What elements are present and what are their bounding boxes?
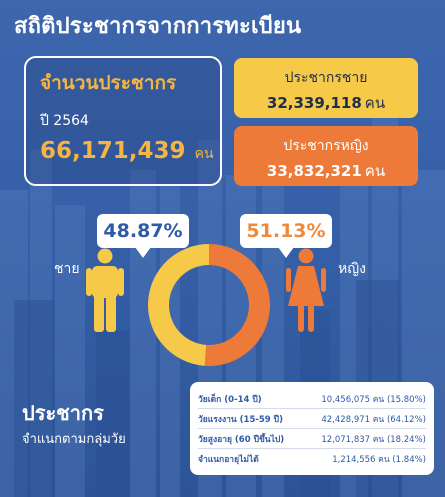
female-population-value: 33,832,321 xyxy=(266,162,362,180)
male-percent-bubble: 48.87% xyxy=(97,214,189,258)
donut-slice-female xyxy=(204,244,271,366)
donut-slice-male xyxy=(148,244,209,366)
male-population-card: ประชากรชาย 32,339,118 คน xyxy=(234,58,418,118)
female-percent-bubble: 51.13% xyxy=(240,214,332,258)
total-population-value: 66,171,439 xyxy=(40,138,186,164)
male-population-value: 32,339,118 xyxy=(266,94,362,112)
total-population-year: ปี 2564 xyxy=(40,113,89,129)
total-population-card: จำนวนประชากร ปี 2564 66,171,439 คน xyxy=(24,56,222,186)
age-row-name: วัยเด็ก (0-14 ปี) xyxy=(198,394,262,405)
age-group-table: วัยเด็ก (0-14 ปี) 10,456,075 คน (15.80%)… xyxy=(190,382,434,475)
total-population-label: จำนวนประชากร xyxy=(40,72,177,94)
male-population-label: ประชากรชาย xyxy=(284,70,368,86)
male-gender-label: ชาย xyxy=(54,261,80,277)
age-row-name: วัยแรงงาน (15-59 ปี) xyxy=(198,414,283,425)
female-gender-label: หญิง xyxy=(338,261,366,277)
gender-donut-chart xyxy=(148,244,271,366)
age-row-unknown: จำแนกอายุไม่ได้ 1,214,556 คน (1.84%) xyxy=(198,449,426,469)
age-section-title: ประชากร xyxy=(22,401,104,425)
female-population-unit: คน xyxy=(364,162,386,180)
total-population-unit: คน xyxy=(194,146,214,162)
age-row-value: 1,214,556 คน (1.84%) xyxy=(332,455,426,465)
age-section-subtitle: จำแนกตามกลุ่มวัย xyxy=(22,432,126,447)
age-row-value: 10,456,075 คน (15.80%) xyxy=(321,394,426,405)
age-row-name: จำแนกอายุไม่ได้ xyxy=(198,455,259,465)
female-population-label: ประชากรหญิง xyxy=(283,138,369,154)
female-population-card: ประชากรหญิง 33,832,321 คน xyxy=(234,126,418,186)
total-population-row: 66,171,439 คน xyxy=(40,138,214,165)
age-row-value: 42,428,971 คน (64.12%) xyxy=(321,414,426,425)
age-row-working: วัยแรงงาน (15-59 ปี) 42,428,971 คน (64.1… xyxy=(198,409,426,429)
page-title: สถิติประชากรจากการทะเบียน xyxy=(14,14,302,39)
male-population-row: 32,339,118 คน xyxy=(234,91,418,115)
age-row-value: 12,071,837 คน (18.24%) xyxy=(321,434,426,445)
age-row-elderly: วัยสูงอายุ (60 ปีขึ้นไป) 12,071,837 คน (… xyxy=(198,429,426,449)
age-row-name: วัยสูงอายุ (60 ปีขึ้นไป) xyxy=(198,434,285,445)
female-person-icon xyxy=(286,248,326,332)
male-person-icon xyxy=(86,248,124,332)
age-row-children: วัยเด็ก (0-14 ปี) 10,456,075 คน (15.80%) xyxy=(198,389,426,409)
male-population-unit: คน xyxy=(364,94,386,112)
female-population-row: 33,832,321 คน xyxy=(234,159,418,183)
